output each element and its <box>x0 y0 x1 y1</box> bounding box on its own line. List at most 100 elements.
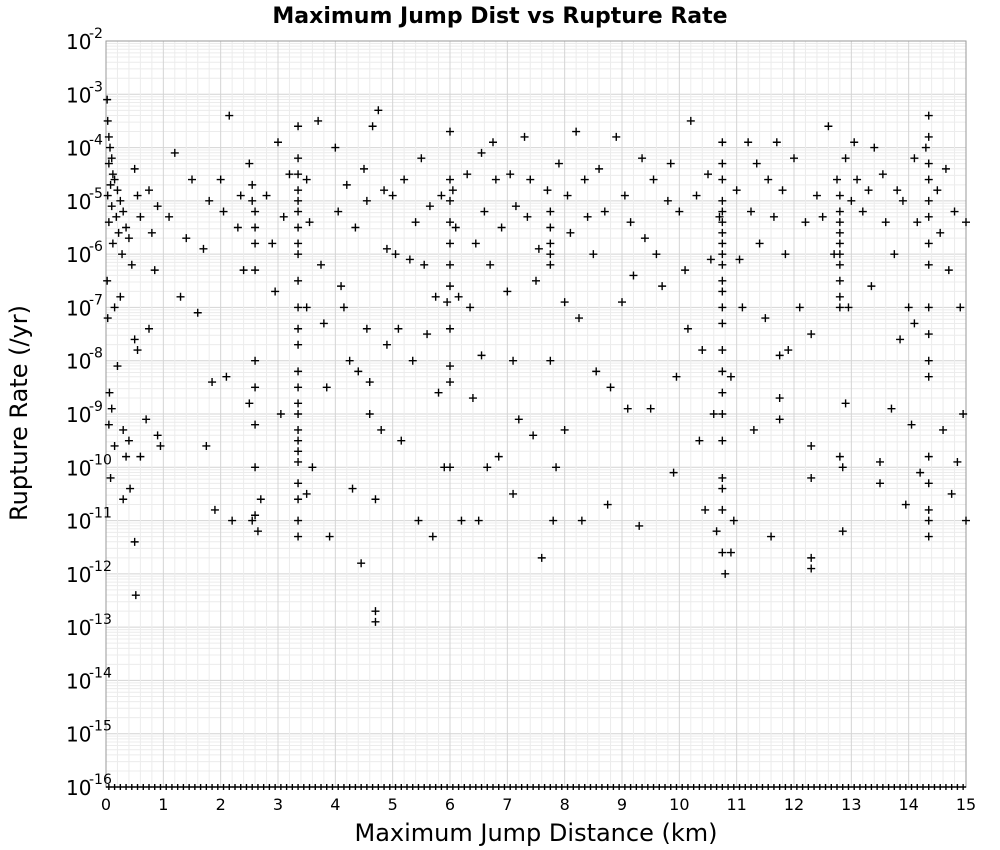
data-point <box>294 207 303 216</box>
data-point <box>248 196 257 205</box>
data-point <box>924 175 933 184</box>
data-point <box>666 159 675 168</box>
data-point <box>822 784 829 790</box>
data-point <box>913 218 922 227</box>
data-point <box>795 303 804 312</box>
data-point <box>629 271 638 280</box>
y-tick-label: 10-7 <box>66 292 103 320</box>
data-point <box>709 410 718 418</box>
data-point <box>233 223 242 232</box>
data-point <box>835 239 844 248</box>
data-point <box>541 784 548 790</box>
data-point <box>623 404 632 413</box>
data-point <box>633 784 640 790</box>
data-point <box>718 276 727 285</box>
data-point <box>294 436 303 445</box>
data-point <box>163 784 170 790</box>
data-point <box>248 180 257 189</box>
data-point <box>371 607 380 616</box>
data-point <box>236 191 245 200</box>
data-point <box>119 425 128 434</box>
data-point <box>718 548 727 557</box>
x-tick-label: 13 <box>841 795 861 814</box>
data-point <box>907 420 916 429</box>
data-point <box>106 180 115 189</box>
data-point <box>446 239 454 248</box>
data-point <box>454 292 463 301</box>
x-tick-label: 3 <box>273 795 283 814</box>
data-point <box>835 228 844 237</box>
data-point <box>302 489 311 498</box>
data-point <box>518 784 525 790</box>
data-point <box>960 784 967 790</box>
data-point <box>438 784 445 790</box>
data-point <box>828 784 835 790</box>
data-point <box>312 784 319 790</box>
data-point <box>718 175 727 184</box>
data-point <box>635 521 644 530</box>
data-point <box>853 175 862 184</box>
data-point <box>374 106 383 115</box>
x-tick-label: 5 <box>388 795 398 814</box>
data-point <box>610 784 617 790</box>
data-point <box>463 170 472 179</box>
data-point <box>775 351 784 360</box>
y-tick-exponent: -9 <box>89 399 103 415</box>
data-point <box>317 260 325 269</box>
data-point <box>103 95 112 104</box>
data-point <box>434 388 443 397</box>
data-point <box>186 784 193 790</box>
data-point <box>770 784 777 790</box>
data-point <box>581 784 588 790</box>
data-point <box>910 154 919 163</box>
data-point <box>377 425 386 434</box>
data-point <box>546 250 555 259</box>
data-point <box>512 784 519 790</box>
data-point <box>924 303 933 312</box>
data-point <box>420 260 429 269</box>
data-point <box>136 452 145 461</box>
data-point <box>503 287 512 296</box>
data-point <box>546 223 555 232</box>
data-point <box>841 154 850 163</box>
data-point <box>501 784 508 790</box>
data-point <box>729 516 738 525</box>
data-point <box>391 250 400 259</box>
data-point <box>314 116 323 125</box>
data-point <box>294 340 303 349</box>
data-point <box>409 784 416 790</box>
data-point <box>730 784 737 790</box>
y-tick-label: 10-8 <box>66 346 103 374</box>
data-point <box>546 356 555 365</box>
data-point <box>457 516 466 525</box>
data-point <box>867 282 876 291</box>
data-point <box>446 362 454 371</box>
data-point <box>251 383 260 392</box>
data-point <box>251 266 260 275</box>
data-point <box>718 260 727 269</box>
data-point <box>128 784 135 790</box>
data-point <box>351 223 360 232</box>
data-point <box>890 250 899 259</box>
data-point <box>742 784 749 790</box>
data-point <box>248 516 257 525</box>
data-point <box>480 207 489 216</box>
data-point <box>337 282 346 291</box>
data-point <box>318 784 324 790</box>
data-point <box>824 122 833 131</box>
data-point <box>193 308 202 317</box>
data-point <box>924 260 933 269</box>
data-point <box>232 784 238 790</box>
y-tick-label: 10-9 <box>66 399 103 427</box>
data-point <box>546 260 555 269</box>
data-point <box>876 479 884 488</box>
y-tick-labels: 10-210-310-410-510-610-710-810-910-1010-… <box>66 26 112 800</box>
data-point <box>954 784 961 790</box>
data-point <box>110 441 119 450</box>
grid-lines <box>105 41 967 788</box>
data-point <box>718 303 727 312</box>
data-point <box>300 784 307 790</box>
data-point <box>483 463 492 472</box>
data-point <box>443 298 452 307</box>
